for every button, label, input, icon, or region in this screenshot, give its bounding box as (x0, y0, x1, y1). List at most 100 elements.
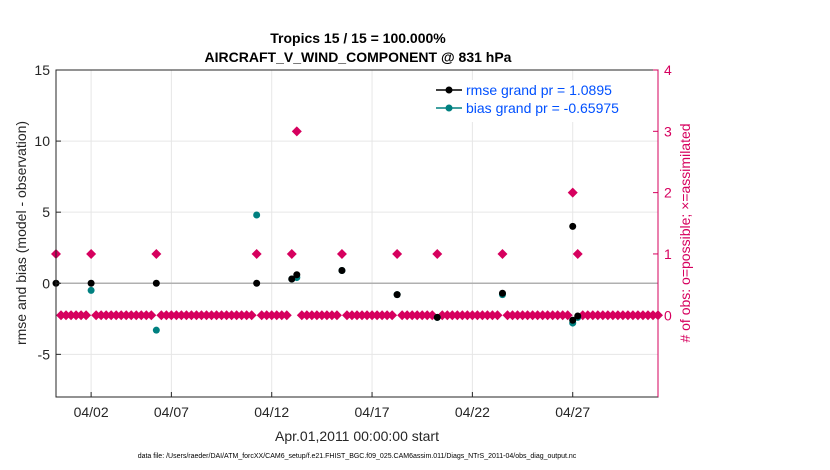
obs-count-zero-marker (512, 310, 523, 321)
obs-count-zero-marker (256, 310, 267, 321)
obs-count-zero-marker (271, 310, 282, 321)
bias-point (152, 326, 160, 334)
data-marks (51, 126, 663, 334)
legend-box (428, 80, 656, 122)
obs-count-zero-marker (206, 310, 217, 321)
obs-count-zero-marker (612, 310, 623, 321)
obs-count-zero-marker (457, 310, 468, 321)
obs-count-zero-marker (231, 310, 242, 321)
chart-title: Tropics 15 / 15 = 100.000% (270, 30, 446, 46)
legend: rmse grand pr = 1.0895 bias grand pr = -… (428, 80, 656, 122)
obs-count-zero-marker (181, 310, 192, 321)
bias-point (253, 211, 261, 219)
rmse-point (393, 291, 401, 299)
obs-count-zero-marker (617, 310, 628, 321)
legend-rmse-marker (445, 86, 453, 94)
obs-count-zero-marker (301, 310, 312, 321)
obs-count-zero-marker (352, 310, 362, 321)
obs-count-zero-marker (221, 310, 232, 321)
x-tick-label: 04/07 (154, 404, 189, 420)
y-tick-label: -5 (38, 346, 51, 362)
obs-count-zero-marker (377, 310, 388, 321)
obs-count-zero-marker (71, 310, 82, 321)
obs-count-marker (432, 248, 443, 259)
obs-count-marker (86, 248, 97, 259)
obs-count-zero-marker (81, 310, 92, 321)
legend-rmse-label: rmse grand pr = 1.0895 (466, 82, 612, 98)
obs-count-zero-marker (532, 310, 543, 321)
obs-count-zero-marker (191, 310, 202, 321)
obs-count-zero-marker (362, 310, 373, 321)
obs-count-zero-marker (597, 310, 608, 321)
y2-tick-label: 2 (664, 185, 672, 201)
obs-count-zero-marker (126, 310, 137, 321)
x-tick-label: 04/27 (555, 404, 590, 420)
y-tick-label: 5 (42, 204, 50, 220)
y2-axis-label: # of obs: o=possible; ×=assimilated (677, 123, 693, 342)
obs-count-zero-marker (91, 310, 102, 321)
rmse-point (288, 275, 296, 283)
chart-subtitle: AIRCRAFT_V_WIND_COMPONENT @ 831 hPa (205, 49, 512, 65)
x-tick-label: 04/17 (355, 404, 390, 420)
obs-count-zero-marker (607, 310, 618, 321)
obs-count-zero-marker (417, 310, 428, 321)
obs-count-marker (286, 248, 297, 259)
x-tick-label: 04/22 (455, 404, 490, 420)
obs-count-zero-marker (331, 310, 342, 321)
obs-count-zero-marker (442, 310, 453, 321)
obs-count-zero-marker (266, 310, 277, 321)
obs-count-zero-marker (121, 310, 132, 321)
obs-count-zero-marker (296, 310, 307, 321)
obs-count-zero-marker (562, 310, 573, 321)
obs-count-zero-marker (171, 310, 182, 321)
obs-count-zero-marker (472, 310, 483, 321)
obs-count-zero-marker (166, 310, 177, 321)
obs-count-zero-marker (276, 310, 287, 321)
obs-count-zero-marker (482, 310, 493, 321)
x-tick-label: 04/02 (74, 404, 109, 420)
legend-bias-marker (445, 104, 453, 112)
obs-count-marker (251, 248, 262, 259)
obs-count-zero-marker (502, 310, 513, 321)
obs-count-zero-marker (146, 310, 157, 321)
obs-count-zero-marker (211, 310, 222, 321)
obs-count-zero-marker (487, 310, 498, 321)
obs-count-zero-marker (141, 310, 152, 321)
y2-tick-label: 1 (664, 246, 672, 262)
obs-count-zero-marker (367, 310, 378, 321)
obs-count-zero-marker (467, 310, 478, 321)
obs-count-zero-marker (236, 310, 247, 321)
rmse-point (253, 279, 261, 287)
obs-count-zero-marker (156, 310, 167, 321)
obs-count-zero-marker (422, 310, 433, 321)
rmse-point (569, 316, 577, 324)
obs-count-zero-marker (326, 310, 337, 321)
obs-count-zero-marker (642, 310, 653, 321)
obs-count-zero-marker (647, 310, 658, 321)
obs-count-zero-marker (382, 310, 393, 321)
obs-count-zero-marker (311, 310, 322, 321)
obs-count-zero-marker (111, 310, 122, 321)
obs-count-zero-marker (341, 310, 352, 321)
rmse-point (87, 279, 95, 287)
obs-count-zero-marker (346, 310, 357, 321)
obs-count-zero-marker (462, 310, 473, 321)
obs-count-marker (336, 248, 347, 259)
y-tick-label: 15 (34, 62, 50, 78)
obs-count-zero-marker (216, 310, 227, 321)
obs-count-zero-marker (387, 310, 398, 321)
obs-count-zero-marker (176, 310, 187, 321)
axes: 04/02 04/07 04/12 04/17 04/22 04/27 -5 0 5 10 15 0 1… (34, 62, 672, 420)
obs-count-zero-marker (186, 310, 197, 321)
obs-count-zero-marker (136, 310, 147, 321)
obs-count-zero-marker (627, 310, 638, 321)
y2-tick-label: 4 (664, 62, 672, 78)
obs-count-zero-marker (547, 310, 558, 321)
obs-count-zero-marker (201, 310, 212, 321)
obs-count-zero-marker (632, 310, 643, 321)
obs-count-zero-marker (61, 310, 72, 321)
obs-count-marker (291, 126, 302, 137)
obs-count-zero-marker (226, 310, 237, 321)
obs-count-marker (567, 187, 578, 198)
